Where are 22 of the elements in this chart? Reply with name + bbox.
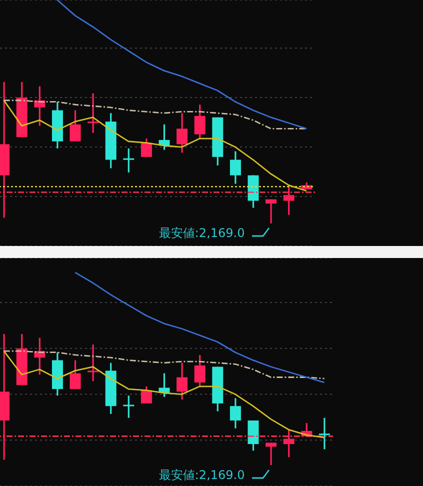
candlestick [283,428,294,458]
candlestick [88,344,99,382]
candlestick [70,109,81,142]
candlestick [318,417,330,450]
candlestick [123,394,134,419]
candlestick [230,150,241,185]
candlestick [70,359,81,390]
text: 最安値:2,169.0 [158,467,245,484]
candlestick [123,148,134,174]
candlestick [230,397,241,430]
candlestick [140,138,152,158]
candlestick [88,92,99,134]
candlestick [248,420,259,452]
candlestick [176,112,188,154]
candlestick [140,386,152,404]
candlestick [283,184,294,216]
candlestick [158,372,170,398]
candlestick [176,362,188,400]
candlestick [266,198,277,224]
candlestick [194,354,206,388]
candlestick [194,104,206,140]
text: 最安値:2,169.0 [158,225,245,242]
